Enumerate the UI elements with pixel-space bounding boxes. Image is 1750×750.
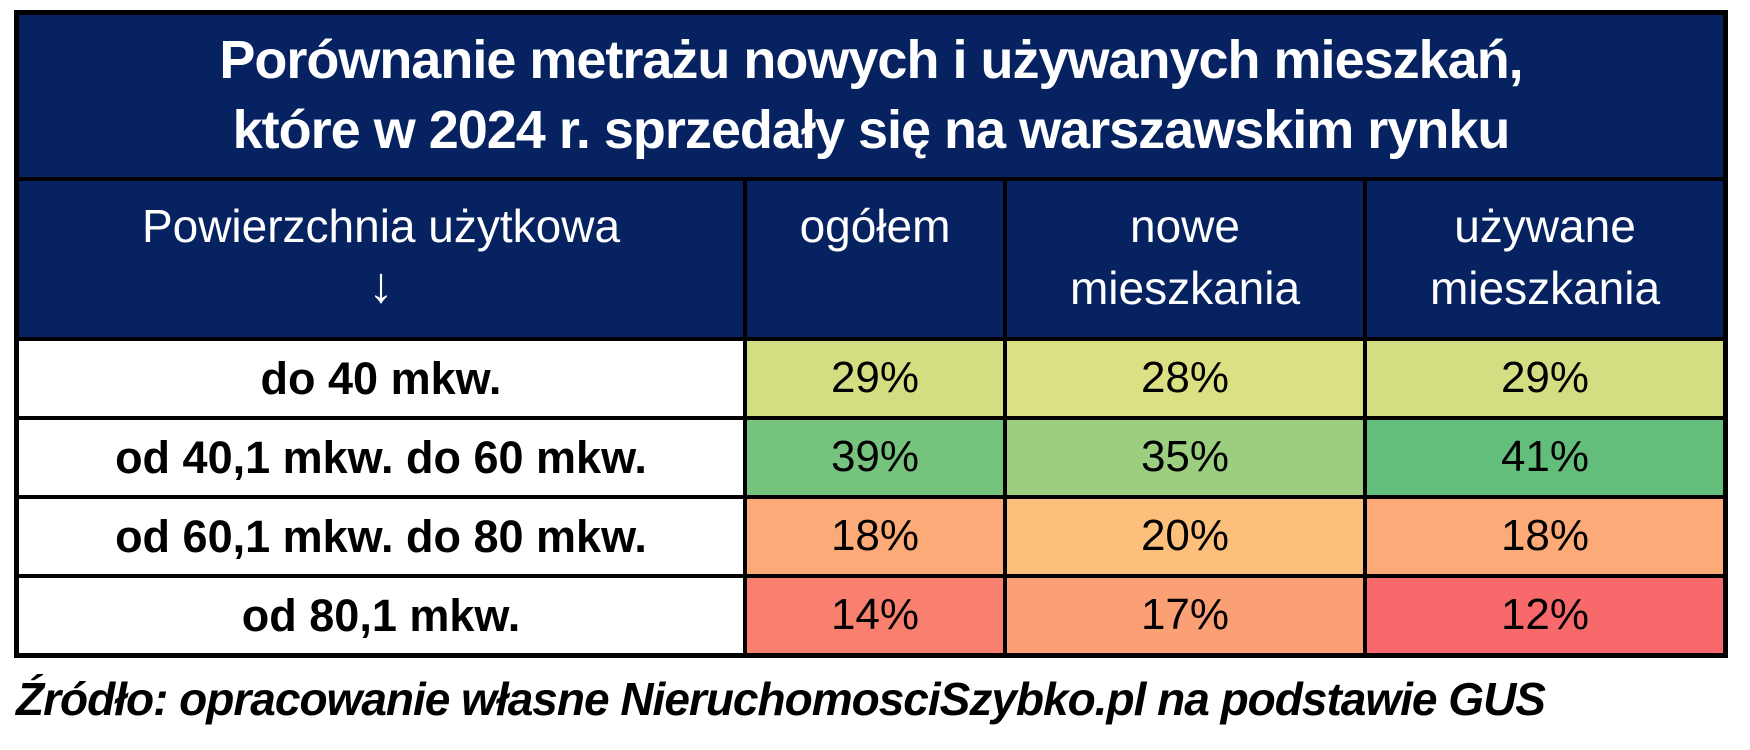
value-cell-r4-nowe: 17% [1003,574,1363,653]
header-cell-uzywane: używane mieszkania [1363,181,1723,337]
comparison-table: Porównanie metrażu nowych i używanych mi… [14,10,1728,658]
value-cell-r1-ogolem: 29% [743,337,1003,416]
value-cell-r4-uzywane: 12% [1363,574,1723,653]
value-cell-r3-nowe: 20% [1003,495,1363,574]
down-arrow-icon: ↓ [368,257,394,313]
header-ogolem-label: ogółem [799,200,951,252]
table-title-line1: Porównanie metrażu nowych i używanych mi… [219,30,1523,90]
table-title-line2: które w 2024 r. sprzedały się na warszaw… [232,100,1511,160]
value-cell-r2-nowe: 35% [1003,416,1363,495]
row-label-do-40: do 40 mkw. [19,337,743,416]
header-cell-nowe: nowe mieszkania [1003,181,1363,337]
row-label-40-60: od 40,1 mkw. do 60 mkw. [19,416,743,495]
value-cell-r1-nowe: 28% [1003,337,1363,416]
value-cell-r2-uzywane: 41% [1363,416,1723,495]
header-uzywane-line1: używane [1454,200,1636,252]
header-powierzchnia-label: Powierzchnia użytkowa [141,200,621,252]
value-cell-r1-uzywane: 29% [1363,337,1723,416]
value-cell-r3-ogolem: 18% [743,495,1003,574]
row-label-60-80: od 60,1 mkw. do 80 mkw. [19,495,743,574]
value-cell-r4-ogolem: 14% [743,574,1003,653]
source-note: Źródło: opracowanie własne Nieruchomosci… [16,673,1546,725]
value-cell-r2-ogolem: 39% [743,416,1003,495]
header-cell-powierzchnia: Powierzchnia użytkowa ↓ [19,181,743,337]
header-nowe-line1: nowe [1130,200,1240,252]
header-cell-ogolem: ogółem [743,181,1003,337]
table-title: Porównanie metrażu nowych i używanych mi… [19,15,1723,181]
header-nowe-line2: mieszkania [1069,262,1301,314]
value-cell-r3-uzywane: 18% [1363,495,1723,574]
table-grid: Powierzchnia użytkowa ↓ ogółem nowe mies… [19,181,1723,653]
row-label-od-80: od 80,1 mkw. [19,574,743,653]
header-uzywane-line2: mieszkania [1429,262,1661,314]
